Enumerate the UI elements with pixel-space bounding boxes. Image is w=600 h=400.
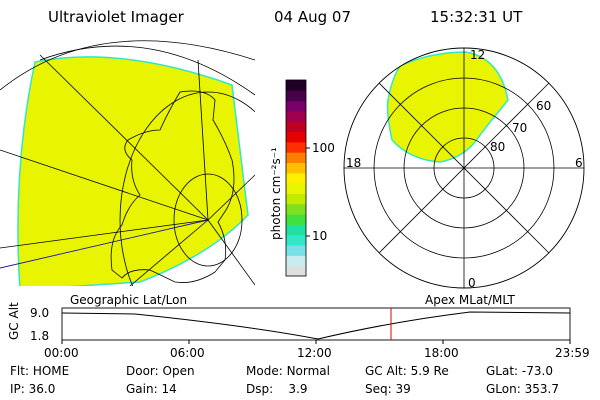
status-mode: Mode: Normal	[246, 364, 330, 378]
status-door: Door: Open	[126, 364, 195, 378]
colorbar-swatch	[286, 131, 306, 143]
altitude-series-line	[61, 311, 571, 340]
aurora-emission-region	[17, 56, 249, 286]
altitude-xtick-0600: 06:00	[170, 346, 205, 360]
status-gain: Gain: 14	[126, 382, 177, 396]
lat-label-60: 60	[536, 99, 552, 113]
glat-value: -73.0	[521, 364, 553, 378]
date-label: 04 Aug 07	[274, 8, 351, 26]
altitude-xtick-2359: 23:59	[555, 346, 590, 360]
mlt-label-12: 12	[470, 48, 486, 62]
glon-value: 353.7	[524, 382, 559, 396]
colorbar-swatch	[286, 255, 306, 267]
colorbar-tick-100: 100	[312, 141, 335, 155]
status-glon: GLon: 353.7	[486, 382, 559, 396]
altitude-ytick-1: 1.8	[30, 329, 50, 343]
status-flt: Flt: HOME	[10, 364, 70, 378]
mlt-label-0: 0	[468, 276, 476, 290]
status-ip: IP: 36.0	[10, 382, 56, 396]
altitude-xtick-1200: 12:00	[297, 346, 332, 360]
door-value: Open	[162, 364, 195, 378]
mlt-label-6: 6	[575, 156, 583, 170]
colorbar-swatch	[286, 203, 306, 215]
colorbar-swatch	[286, 100, 306, 112]
colorbar-swatch	[286, 193, 306, 205]
colorbar-swatch	[286, 90, 306, 102]
gain-value: 14	[161, 382, 177, 396]
dsp-value: 3.9	[288, 382, 308, 396]
colorbar-swatch	[286, 172, 306, 184]
geo-map-label: Geographic Lat/Lon	[70, 293, 188, 307]
mode-value: Normal	[286, 364, 330, 378]
time-label: 15:32:31 UT	[430, 8, 523, 26]
colorbar-swatch	[286, 234, 306, 246]
altitude-xtick-1800: 18:00	[424, 346, 459, 360]
status-gcalt: GC Alt: 5.9 Re	[365, 364, 449, 378]
colorbar-swatch	[286, 152, 306, 164]
coastline	[110, 90, 235, 283]
flt-value: HOME	[32, 364, 70, 378]
polar-aurora-region	[386, 51, 509, 163]
colorbar-swatch	[286, 224, 306, 236]
colorbar-swatch	[286, 162, 306, 174]
altitude-xtick-0000: 00:00	[44, 346, 79, 360]
altitude-ylabel: GC Alt	[7, 302, 21, 340]
status-glat: GLat: -73.0	[486, 364, 553, 378]
status-dsp: Dsp: 3.9	[246, 382, 308, 396]
mlt-label-18: 18	[346, 156, 362, 170]
lat-label-80: 80	[490, 140, 506, 154]
colorbar-swatch	[286, 121, 306, 133]
colorbar-swatch	[286, 183, 306, 194]
polar-plot-label: Apex MLat/MLT	[425, 293, 515, 307]
colorbar-swatch	[286, 265, 306, 277]
colorbar-swatch	[286, 214, 306, 225]
colorbar-swatch	[286, 80, 306, 91]
lat-label-70: 70	[512, 121, 528, 135]
seq-value: 39	[395, 382, 411, 396]
colorbar-swatch	[286, 141, 306, 153]
instrument-title: Ultraviolet Imager	[48, 8, 184, 26]
colorbar-swatch	[286, 110, 306, 122]
status-seq: Seq: 39	[365, 382, 411, 396]
colorbar-tick-10: 10	[312, 229, 328, 243]
gcalt-value: 5.9 Re	[410, 364, 449, 378]
ip-value: 36.0	[28, 382, 56, 396]
colorbar-swatch	[286, 245, 306, 256]
altitude-ytick-9: 9.0	[30, 306, 50, 320]
